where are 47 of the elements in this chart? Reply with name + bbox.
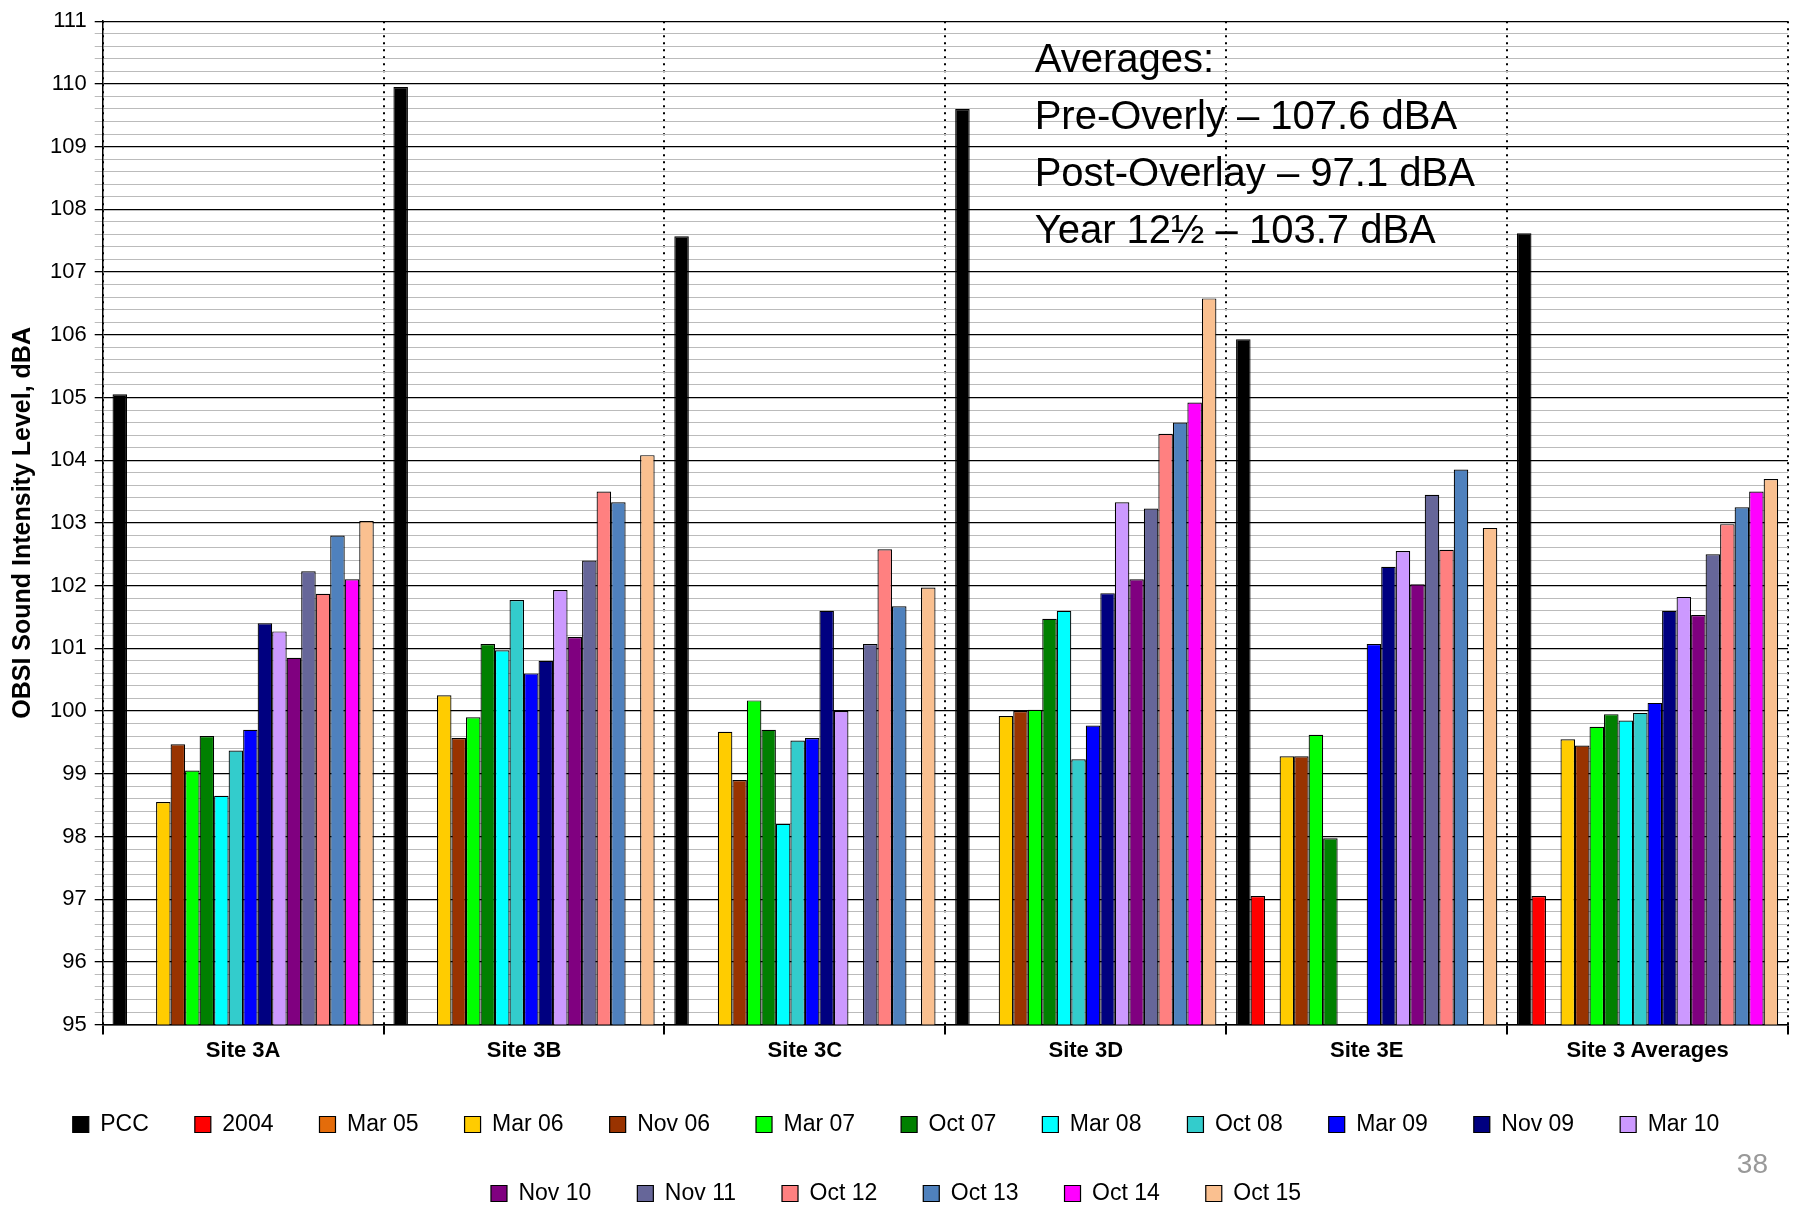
legend-label: Mar 10 <box>1647 1109 1720 1136</box>
y-tick-label: 95 <box>62 1010 87 1036</box>
legend-label: Oct 12 <box>809 1178 878 1205</box>
legend-label: Oct 14 <box>1092 1178 1160 1205</box>
y-tick-label: 103 <box>49 508 87 534</box>
legend-label: 2004 <box>222 1109 274 1136</box>
y-tick-label: 106 <box>49 320 87 346</box>
legend-label: Mar 08 <box>1069 1109 1142 1136</box>
legend-label: Nov 09 <box>1501 1109 1575 1136</box>
y-tick-label: 108 <box>49 195 87 221</box>
legend-label: Oct 13 <box>950 1178 1019 1205</box>
y-axis-title: OBSI Sound Intensity Level, dBA <box>6 327 35 719</box>
y-tick-label: 101 <box>49 634 87 660</box>
annotation: Pre-Overly – 107.6 dBA <box>1034 93 1458 138</box>
y-tick-label: 98 <box>62 822 87 848</box>
legend-label: PCC <box>100 1109 149 1136</box>
y-tick-label: 96 <box>62 947 87 973</box>
y-tick-label: 109 <box>49 132 87 158</box>
legend-label: Oct 07 <box>928 1109 997 1136</box>
legend-label: Oct 08 <box>1214 1109 1283 1136</box>
x-tick-label: Site 3B <box>486 1036 562 1062</box>
legend-label: Nov 11 <box>664 1178 737 1205</box>
legend-label: Nov 06 <box>637 1109 711 1136</box>
legend-label: Mar 09 <box>1356 1109 1428 1136</box>
y-tick-label: 99 <box>62 759 87 785</box>
annotation: Post-Overlay – 97.1 dBA <box>1034 150 1476 195</box>
y-tick-label: 111 <box>53 7 87 33</box>
text: 38 <box>1736 1147 1768 1179</box>
y-tick-label: 105 <box>49 383 87 409</box>
y-tick-label: 104 <box>49 446 87 472</box>
x-tick-label: Site 3 Averages <box>1566 1036 1729 1062</box>
x-tick-label: Site 3E <box>1329 1036 1404 1062</box>
x-tick-label: Site 3C <box>767 1036 843 1062</box>
legend-label: Mar 07 <box>783 1109 856 1136</box>
annotation: Year 12½ – 103.7 dBA <box>1034 207 1437 252</box>
y-tick-label: 102 <box>49 571 87 597</box>
legend-label: Mar 05 <box>346 1109 419 1136</box>
x-tick-label: Site 3D <box>1048 1036 1124 1062</box>
legend-label: Nov 10 <box>518 1178 592 1205</box>
y-tick-label: 107 <box>49 258 87 284</box>
legend-label: Mar 06 <box>492 1109 564 1136</box>
annotation: Averages: <box>1034 36 1215 81</box>
y-tick-label: 97 <box>62 885 87 911</box>
x-tick-label: Site 3A <box>205 1036 281 1062</box>
y-tick-label: 110 <box>51 69 87 95</box>
y-tick-label: 100 <box>49 697 87 723</box>
legend-label: Oct 15 <box>1233 1178 1302 1205</box>
